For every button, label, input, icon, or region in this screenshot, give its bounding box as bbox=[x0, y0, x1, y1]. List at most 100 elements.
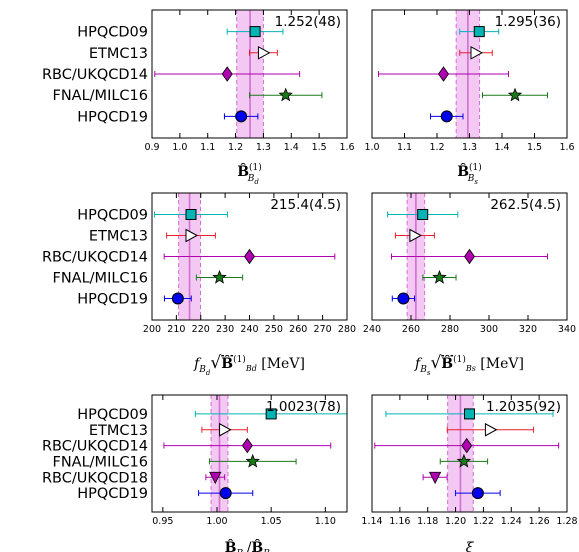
plot-area bbox=[154, 10, 323, 138]
average-value-label: 1.252(48) bbox=[275, 14, 341, 30]
marker-fnal-milc16 bbox=[456, 453, 472, 468]
plot-area bbox=[387, 193, 548, 320]
marker-rbc-ukqcd18 bbox=[428, 471, 442, 485]
row-label-hpqcd19: HPQCD19 bbox=[77, 486, 148, 502]
point-rbc-ukqcd14 bbox=[163, 437, 332, 454]
row-label-fnal-milc16: FNAL/MILC16 bbox=[52, 454, 148, 470]
marker-etmc13 bbox=[470, 45, 484, 60]
x-tick-label: 1.0 bbox=[172, 142, 187, 153]
x-tick-label: 1.16 bbox=[389, 516, 410, 527]
x-tick-label: 1.10 bbox=[315, 516, 336, 527]
marker-hpqcd19 bbox=[219, 487, 232, 500]
x-tick-label: 0.95 bbox=[152, 516, 173, 527]
axes-frame bbox=[151, 394, 348, 513]
row-label-hpqcd09: HPQCD09 bbox=[77, 208, 148, 224]
row-label-hpqcd19: HPQCD19 bbox=[77, 292, 148, 308]
x-tick-label: 1.4 bbox=[284, 142, 299, 153]
point-hpqcd09 bbox=[387, 209, 459, 220]
x-tick-label: 1.3 bbox=[256, 142, 271, 153]
x-tick-label: 240 bbox=[240, 324, 258, 335]
x-axis-label: ξ bbox=[466, 540, 475, 552]
x-tick-label: 1.00 bbox=[206, 516, 227, 527]
point-hpqcd09 bbox=[194, 408, 347, 420]
point-fnal-milc16 bbox=[439, 453, 489, 468]
marker-rbc-ukqcd14 bbox=[241, 437, 253, 454]
x-tick-label: 1.20 bbox=[445, 516, 466, 527]
point-hpqcd19 bbox=[198, 487, 254, 500]
x-tick-label: 1.6 bbox=[559, 142, 574, 153]
x-tick-label: 1.5 bbox=[527, 142, 542, 153]
point-fnal-milc16 bbox=[482, 87, 548, 102]
x-tick-label: 340 bbox=[558, 324, 576, 335]
x-tick-label: 1.2 bbox=[429, 142, 444, 153]
plot-area bbox=[153, 193, 336, 320]
x-tick-label: 320 bbox=[519, 324, 537, 335]
point-hpqcd19 bbox=[391, 292, 416, 305]
point-hpqcd19 bbox=[430, 110, 464, 123]
plot-area bbox=[378, 10, 548, 138]
x-tick-label: 220 bbox=[192, 324, 210, 335]
x-tick-label: 1.26 bbox=[529, 516, 550, 527]
marker-hpqcd19 bbox=[440, 110, 453, 123]
point-fnal-milc16 bbox=[249, 87, 323, 102]
point-hpqcd19 bbox=[223, 110, 259, 123]
marker-etmc13 bbox=[185, 228, 199, 243]
row-label-hpqcd09: HPQCD09 bbox=[77, 407, 148, 423]
row-label-etmc13: ETMC13 bbox=[89, 423, 148, 439]
point-hpqcd09 bbox=[385, 408, 554, 420]
point-etmc13 bbox=[446, 422, 535, 437]
marker-fnal-milc16 bbox=[507, 87, 523, 102]
row-label-etmc13: ETMC13 bbox=[89, 46, 148, 62]
x-tick-label: 280 bbox=[338, 324, 356, 335]
axes-frame bbox=[151, 9, 348, 139]
point-etmc13 bbox=[166, 228, 216, 243]
x-tick-label: 1.14 bbox=[361, 516, 382, 527]
x-tick-label: 1.22 bbox=[473, 516, 494, 527]
point-fnal-milc16 bbox=[208, 453, 297, 468]
panel-3: 200 210 220 230 240 250 260 270 280 215.4(4.5) HPQ… bbox=[42, 192, 356, 377]
marker-rbc-ukqcd18 bbox=[209, 471, 222, 485]
marker-hpqcd09 bbox=[185, 209, 197, 220]
point-etmc13 bbox=[249, 45, 278, 60]
point-hpqcd19 bbox=[455, 487, 501, 500]
average-value-label: 1.295(36) bbox=[495, 14, 561, 30]
marker-hpqcd09 bbox=[249, 26, 261, 38]
x-tick-label: 1.1 bbox=[200, 142, 215, 153]
average-value-label: 262.5(4.5) bbox=[490, 197, 561, 213]
axes-frame bbox=[371, 192, 568, 321]
panel-1: 0.9 1.0 1.1 1.2 1.3 1.4 1.5 1.6 1.252(48) HPQCD09… bbox=[42, 9, 355, 186]
x-tick-label: 300 bbox=[480, 324, 498, 335]
row-label-fnal-milc16: FNAL/MILC16 bbox=[52, 88, 148, 104]
x-tick-label: 260 bbox=[402, 324, 420, 335]
x-tick-label: 280 bbox=[441, 324, 459, 335]
x-tick-label: 1.6 bbox=[339, 142, 354, 153]
x-axis-label: B̂(1) Bs bbox=[457, 162, 482, 186]
marker-rbc-ukqcd14 bbox=[221, 66, 233, 82]
average-value-label: 1.2035(92) bbox=[486, 399, 561, 415]
marker-hpqcd09 bbox=[417, 209, 429, 220]
row-label-fnal-milc16: FNAL/MILC16 bbox=[52, 271, 148, 287]
plot-area bbox=[163, 395, 347, 512]
point-rbc-ukqcd14 bbox=[378, 66, 509, 82]
marker-hpqcd09 bbox=[473, 26, 485, 38]
marker-rbc-ukqcd14 bbox=[244, 248, 255, 265]
marker-etmc13 bbox=[219, 422, 232, 437]
marker-hpqcd19 bbox=[471, 487, 484, 500]
x-axis-label: fBd√B̂(1)Bd [MeV] bbox=[193, 353, 305, 377]
marker-hpqcd19 bbox=[171, 292, 184, 305]
marker-etmc13 bbox=[409, 228, 422, 243]
marker-hpqcd09 bbox=[464, 408, 475, 420]
average-value-label: 1.0023(78) bbox=[266, 399, 341, 415]
point-rbc-ukqcd14 bbox=[391, 248, 548, 265]
x-tick-label: 200 bbox=[143, 324, 161, 335]
point-rbc-ukqcd14 bbox=[163, 248, 336, 265]
x-axis-label: B̂Bs/B̂Bd bbox=[225, 538, 275, 552]
panel-4: 240 260 280 300 320 340 262.5(4.5) fBs√B̂(1)Bs … bbox=[363, 192, 576, 377]
x-tick-label: 1.2 bbox=[228, 142, 243, 153]
point-hpqcd09 bbox=[459, 26, 500, 38]
row-label-rbc-ukqcd18: RBC/UKQCD18 bbox=[42, 470, 148, 486]
marker-rbc-ukqcd14 bbox=[464, 248, 475, 265]
marker-hpqcd19 bbox=[235, 110, 248, 123]
row-label-rbc-ukqcd14: RBC/UKQCD14 bbox=[42, 250, 148, 266]
panel-2: 1.0 1.1 1.2 1.3 1.4 1.5 1.6 1.295(36) B̂(1) Bs bbox=[364, 9, 575, 186]
